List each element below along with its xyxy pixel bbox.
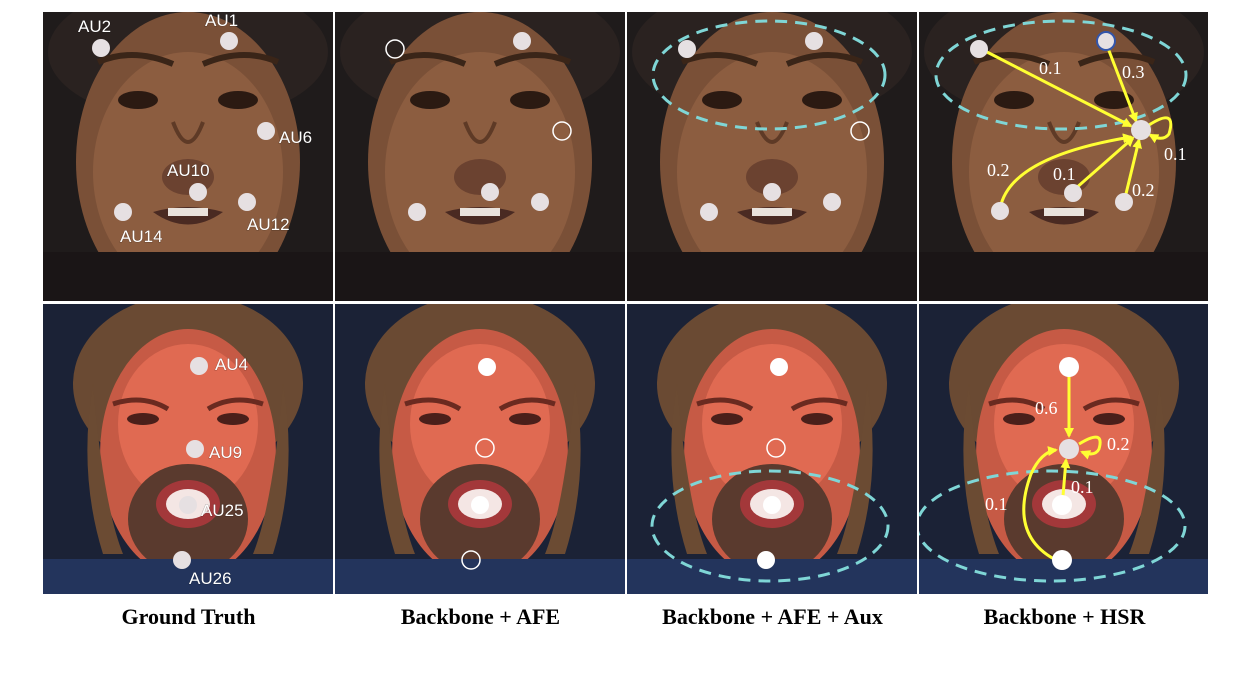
caption-backbone-afe: Backbone + AFE <box>400 604 561 629</box>
weight-label: 0.1 <box>1053 164 1076 184</box>
arrow-au26-au9 <box>1022 446 1058 561</box>
au4-point <box>770 358 788 376</box>
caption-backbone-hsr: Backbone + HSR <box>983 604 1146 629</box>
panel-r2-ground-truth: AU4 AU9 AU25 AU26 <box>43 304 333 594</box>
panel-r2-afe-aux <box>627 304 917 594</box>
au12-point <box>1115 193 1133 211</box>
panel-r1-afe-aux <box>627 12 917 301</box>
au2-point <box>678 40 696 58</box>
au10-point <box>481 183 499 201</box>
caption-ground-truth: Ground Truth <box>121 604 256 629</box>
arrow-au6-self <box>1148 116 1173 144</box>
au6-missed-point <box>552 121 572 141</box>
au25-point <box>471 496 489 514</box>
weight-label: 0.1 <box>985 494 1008 514</box>
au9-point <box>186 440 204 458</box>
lower-face-region <box>919 469 1187 583</box>
arrow-au9-self <box>1078 435 1102 460</box>
au25-point <box>1052 495 1072 515</box>
au-label: AU26 <box>189 569 232 588</box>
au2-point <box>970 40 988 58</box>
panel-r1-ground-truth: AU2 AU1 AU6 AU10 AU12 AU14 <box>43 12 333 301</box>
au1-point <box>220 32 238 50</box>
lower-face-region <box>650 469 890 583</box>
au6-point <box>1131 120 1151 140</box>
au26-point <box>1052 550 1072 570</box>
au25-point <box>179 496 197 514</box>
au14-point <box>114 203 132 221</box>
face-2-image <box>43 304 333 594</box>
au9-missed-point <box>766 438 786 458</box>
au26-missed-point <box>461 550 481 570</box>
au-label: AU4 <box>215 355 248 374</box>
face-1-image <box>627 12 917 301</box>
weight-label: 0.2 <box>1107 434 1130 454</box>
au2-point <box>92 39 110 57</box>
au26-point <box>173 551 191 569</box>
weight-label: 0.1 <box>1071 477 1094 497</box>
au25-point <box>763 496 781 514</box>
au-label: AU6 <box>279 128 312 147</box>
au1-point <box>513 32 531 50</box>
caption-backbone-afe-aux: Backbone + AFE + Aux <box>662 604 883 629</box>
weight-label: 0.3 <box>1122 62 1145 82</box>
face-1-image <box>919 12 1208 301</box>
au1-point <box>1096 31 1116 51</box>
au2-missed-point <box>385 39 405 59</box>
au4-point <box>190 357 208 375</box>
panel-r1-afe <box>335 12 625 301</box>
au6-missed-point <box>850 121 870 141</box>
au12-point <box>823 193 841 211</box>
au9-point <box>1059 439 1079 459</box>
arrow-au1-au6 <box>1104 42 1138 123</box>
upper-face-region <box>934 19 1188 131</box>
au-label: AU2 <box>78 17 111 36</box>
au14-point <box>991 202 1009 220</box>
au6-point <box>257 122 275 140</box>
au-label: AU25 <box>201 501 244 520</box>
weight-label: 0.1 <box>1039 58 1062 78</box>
panel-r1-hsr: 0.1 0.3 0.1 0.2 0.1 0.2 <box>919 12 1208 301</box>
au14-point <box>408 203 426 221</box>
au4-point <box>478 358 496 376</box>
au-label: AU9 <box>209 443 242 462</box>
weight-label: 0.2 <box>987 160 1010 180</box>
arrow-au25-au9 <box>1060 458 1071 497</box>
arrow-au2-au6 <box>986 50 1133 128</box>
panel-r2-afe <box>335 304 625 594</box>
relation-arrows <box>1022 376 1102 561</box>
au-label: AU14 <box>120 227 163 246</box>
face-1-image <box>43 12 333 301</box>
au-label: AU12 <box>247 215 290 234</box>
face-2-image <box>335 304 625 594</box>
au-label: AU1 <box>205 12 238 30</box>
au12-point <box>531 193 549 211</box>
relation-arrows <box>986 42 1173 210</box>
au10-point <box>189 183 207 201</box>
au26-point <box>757 551 775 569</box>
panel-r2-hsr: 0.6 0.2 0.1 0.1 <box>919 304 1208 594</box>
face-2-image <box>627 304 917 594</box>
arrow-au14-au6 <box>998 133 1133 210</box>
au1-point <box>805 32 823 50</box>
arrow-au10-au6 <box>1074 136 1135 191</box>
au10-point <box>1064 184 1082 202</box>
au14-point <box>700 203 718 221</box>
face-1-image <box>335 12 625 301</box>
upper-face-region <box>651 19 887 131</box>
weight-label: 0.6 <box>1035 398 1058 418</box>
weight-label: 0.2 <box>1132 180 1155 200</box>
arrow-au12-au6 <box>1123 138 1142 199</box>
au10-point <box>763 183 781 201</box>
weight-label: 0.1 <box>1164 144 1187 164</box>
au12-point <box>238 193 256 211</box>
au4-point <box>1059 357 1079 377</box>
au9-missed-point <box>475 438 495 458</box>
au-label: AU10 <box>167 161 210 180</box>
